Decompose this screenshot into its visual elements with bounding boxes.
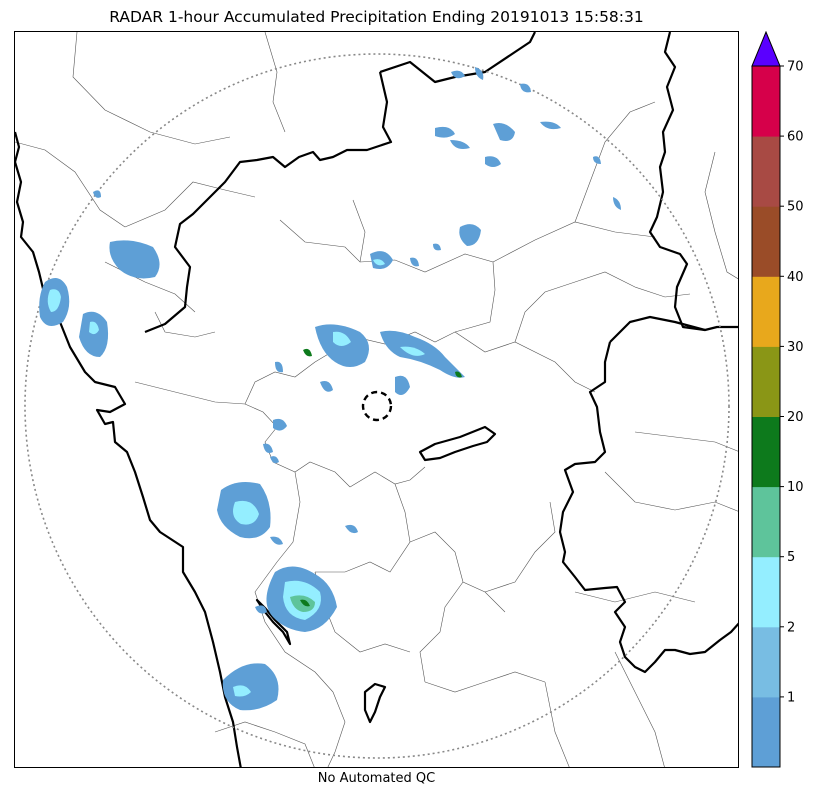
dotted-range-ring-icon (24, 53, 730, 759)
colorbar-tick-label: 70 (787, 60, 804, 75)
colorbar-segment (752, 206, 780, 277)
district-boundaries (15, 32, 738, 767)
colorbar-segment (752, 136, 780, 207)
colorbar-segment (752, 276, 780, 347)
radar-map (14, 31, 739, 768)
colorbar-segment (752, 626, 780, 698)
colorbar-segment (752, 486, 780, 558)
colorbar-segment (752, 66, 780, 137)
colorbar-tick-label: 60 (787, 130, 804, 145)
qc-note: No Automated QC (317, 771, 436, 786)
colorbar-tick-label: 50 (787, 200, 804, 215)
precipitation-colorbar: 1 2 5 10 20 30 40 50 60 70 (751, 31, 804, 768)
colorbar-tick-label: 5 (787, 550, 795, 565)
colorbar-tick-label: 2 (787, 620, 795, 635)
precipitation-echoes (39, 67, 621, 711)
colorbar-tick-label: 1 (787, 690, 795, 705)
plot-title: RADAR 1-hour Accumulated Precipitation E… (109, 8, 644, 26)
colorbar-tick-label: 30 (787, 340, 804, 355)
colorbar-tick-label: 20 (787, 410, 804, 425)
colorbar-tick-label: 10 (787, 480, 804, 495)
colorbar-segment (752, 696, 780, 768)
state-boundaries (15, 32, 738, 767)
colorbar-segment (752, 346, 780, 417)
colorbar-segment (752, 416, 780, 488)
colorbar-segment (752, 556, 780, 628)
dashed-circle-icon (361, 390, 393, 422)
colorbar-extend-triangle (751, 31, 781, 67)
colorbar-tick-label: 40 (787, 270, 804, 285)
